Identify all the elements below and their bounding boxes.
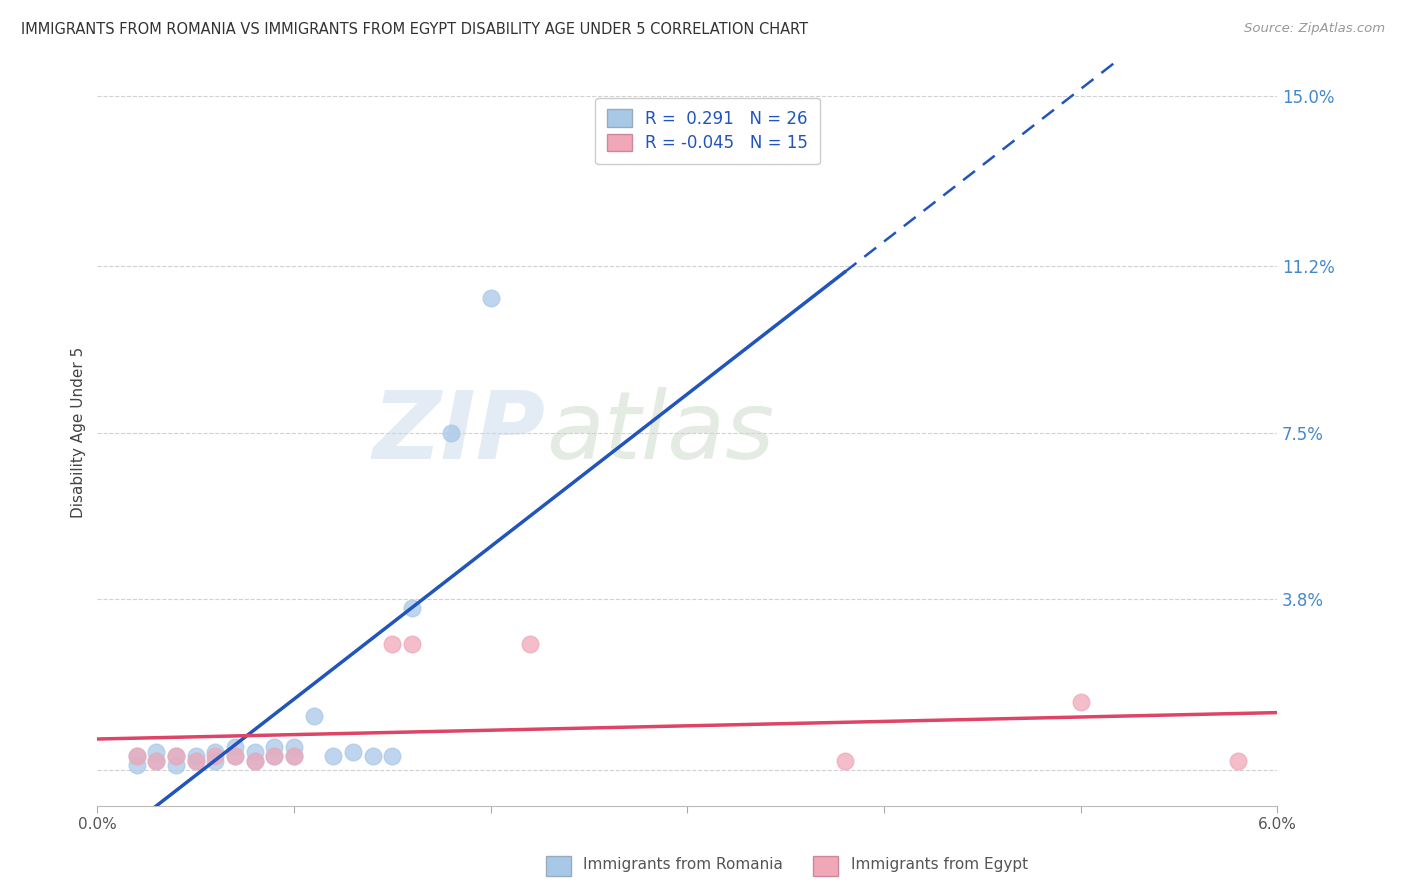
Text: atlas: atlas [546, 387, 773, 478]
Y-axis label: Disability Age Under 5: Disability Age Under 5 [72, 347, 86, 518]
Text: ZIP: ZIP [373, 386, 546, 479]
Legend: R =  0.291   N = 26, R = -0.045   N = 15: R = 0.291 N = 26, R = -0.045 N = 15 [595, 98, 820, 164]
Text: IMMIGRANTS FROM ROMANIA VS IMMIGRANTS FROM EGYPT DISABILITY AGE UNDER 5 CORRELAT: IMMIGRANTS FROM ROMANIA VS IMMIGRANTS FR… [21, 22, 808, 37]
Text: Source: ZipAtlas.com: Source: ZipAtlas.com [1244, 22, 1385, 36]
Text: Immigrants from Romania: Immigrants from Romania [583, 857, 783, 872]
Text: Immigrants from Egypt: Immigrants from Egypt [851, 857, 1028, 872]
